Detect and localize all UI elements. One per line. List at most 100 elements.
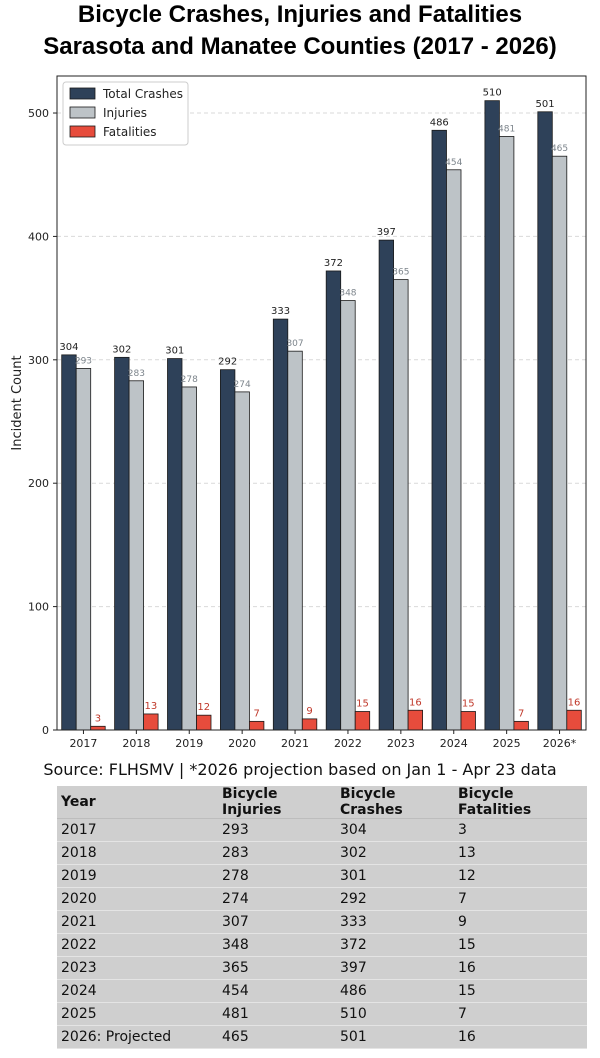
table-cell: 9 [454,910,587,934]
fatalities-label: 16 [409,697,422,708]
injuries-bar [181,386,197,731]
fatalities-bar [248,720,265,731]
x-tick-label: 2025 [493,737,521,750]
table-row: 2019 278 301 12 [57,864,587,888]
total-crashes-label: 372 [324,258,343,269]
y-tick-label: 500 [28,107,49,120]
table-cell: 2020 [57,887,218,911]
legend-swatch [69,125,96,138]
data-table-container: Year Bicycle Injuries Bicycle Crashes Bi… [57,786,587,1049]
data-table: Year Bicycle Injuries Bicycle Crashes Bi… [57,786,587,1049]
table-cell: 302 [336,841,454,865]
total-crashes-label: 292 [218,357,237,368]
table-header-row: Year Bicycle Injuries Bicycle Crashes Bi… [57,786,587,819]
table-cell: 510 [336,1002,454,1026]
table-cell: 2026: Projected [57,1025,218,1049]
table-row: 2017 293 304 3 [57,818,587,842]
table-cell: 15 [454,933,587,957]
fatalities-label: 13 [144,701,157,712]
fatalities-bar [407,709,424,731]
source-note: Source: FLHSMV | *2026 projection based … [43,760,557,779]
injuries-label: 274 [234,380,251,390]
table-cell: 501 [336,1025,454,1049]
table-body: 2017 293 304 3 2018 283 302 13 2019 278 301 12 2020 2… [57,818,587,1049]
table-cell: 15 [454,979,587,1003]
fatalities-label: 7 [253,708,259,719]
x-tick-label: 2026* [543,737,577,750]
total-crashes-bar [167,358,183,731]
injuries-bar [234,391,250,731]
table-row: 2020 274 292 7 [57,887,587,911]
total-crashes-label: 301 [165,346,184,357]
x-tick-label: 2019 [175,737,203,750]
table-row: 2023 365 397 16 [57,956,587,980]
table-cell: 348 [218,933,336,957]
fatalities-bar [301,718,318,731]
table-cell: 304 [336,818,454,842]
table-cell: 7 [454,1002,587,1026]
injuries-bar [498,136,515,731]
table-header-cell: Bicycle Crashes [336,786,454,819]
x-tick-label: 2024 [440,737,468,750]
fatalities-label: 16 [568,697,581,708]
fatalities-label: 12 [197,702,210,713]
fatalities-bar [90,725,106,731]
x-tick-label: 2020 [228,737,256,750]
injuries-bar [75,368,92,731]
total-crashes-label: 304 [59,342,78,353]
bar-chart: 304 293 3 2017 302 283 13 2018 301 278 12 2019 292 27… [10,75,587,750]
table-cell: 2018 [57,841,218,865]
injuries-label: 365 [392,268,409,278]
legend-label: Fatalities [103,125,157,139]
table-cell: 293 [218,818,336,842]
table-row: 2021 307 333 9 [57,910,587,934]
legend-swatch [69,87,96,100]
injuries-label: 481 [498,124,515,134]
table-row: 2024 454 486 15 [57,979,587,1003]
table-cell: 274 [218,887,336,911]
table-cell: 2021 [57,910,218,934]
total-crashes-bar [378,239,395,731]
x-tick-label: 2022 [334,737,362,750]
injuries-bar [340,300,356,731]
table-cell: 333 [336,910,454,934]
total-crashes-bar [484,100,500,731]
legend-swatch [69,106,96,119]
table-cell: 283 [218,841,336,865]
table-cell: 16 [454,1025,587,1049]
table-row: 2018 283 302 13 [57,841,587,865]
table-cell: 2019 [57,864,218,888]
y-tick-label: 300 [28,354,49,367]
fatalities-bar [566,709,582,731]
x-tick-label: 2021 [281,737,309,750]
table-cell: 307 [218,910,336,934]
table-row: 2026: Projected 465 501 16 [57,1025,587,1049]
total-crashes-label: 333 [271,306,290,317]
injuries-label: 278 [181,375,198,385]
chart-title-line-2: Sarasota and Manatee Counties (2017 - 20… [43,33,557,60]
plot-frame [56,75,587,731]
table-cell: 454 [218,979,336,1003]
y-tick-label: 100 [28,601,49,614]
injuries-label: 465 [551,144,568,154]
table-cell: 2023 [57,956,218,980]
injuries-label: 454 [445,158,462,168]
fatalities-bar [143,713,159,731]
table-cell: 2022 [57,933,218,957]
total-crashes-label: 486 [430,117,449,128]
fatalities-label: 3 [95,713,101,724]
table-cell: 2024 [57,979,218,1003]
table-row: 2022 348 372 15 [57,933,587,957]
table-cell: 372 [336,933,454,957]
table-cell: 16 [454,956,587,980]
y-tick-label: 0 [42,724,49,737]
table-cell: 486 [336,979,454,1003]
fatalities-bar [460,711,476,731]
injuries-bar [287,350,303,731]
injuries-label: 293 [75,356,92,366]
total-crashes-bar [431,129,447,731]
total-crashes-label: 397 [377,227,396,238]
table-cell: 365 [218,956,336,980]
fatalities-bar [354,711,371,731]
injuries-bar [128,380,145,731]
